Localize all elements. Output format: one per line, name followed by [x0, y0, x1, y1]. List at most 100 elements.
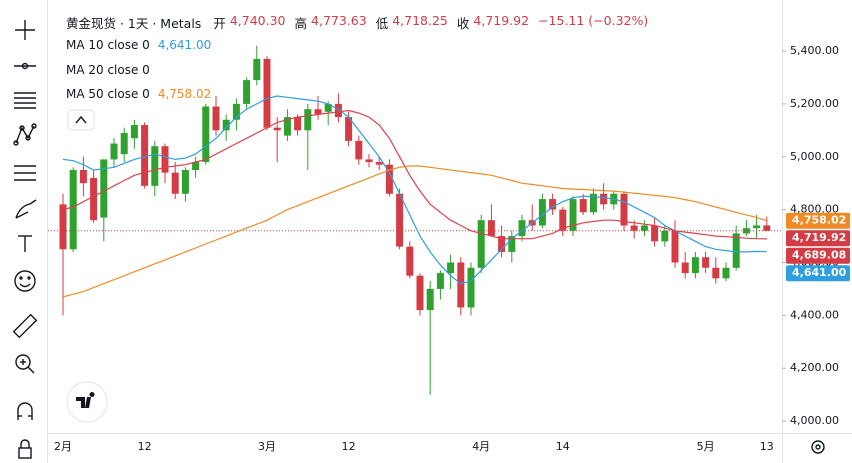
magnet-tool[interactable] [17, 402, 33, 420]
candle-body [171, 172, 179, 194]
candle-body [253, 58, 261, 81]
x-tick-label: 12 [342, 440, 356, 453]
candle-body [732, 233, 740, 268]
settings-button[interactable] [811, 440, 825, 454]
candle-body [141, 125, 149, 186]
candle-body [100, 159, 108, 218]
ma-name: MA 50 close 0 [66, 87, 150, 101]
candle-body [763, 225, 771, 231]
candle-body [671, 230, 679, 263]
symbol-title[interactable]: 黄金现货 · 1天 · Metals [66, 16, 202, 31]
candle-body [630, 225, 638, 231]
y-tick-label: 4,800.00 [790, 203, 839, 216]
brush-tool[interactable] [15, 199, 37, 219]
y-tick-label: 4,000.00 [790, 414, 839, 427]
candle-body [181, 169, 189, 194]
candle-body [345, 117, 353, 141]
candle-body [151, 146, 159, 186]
candle-body [375, 162, 383, 165]
ma-line [62, 95, 767, 285]
candle-body [314, 109, 322, 115]
ruler-tool[interactable] [12, 313, 38, 339]
x-tick-label: 14 [556, 440, 570, 453]
candle-body [487, 220, 495, 237]
price-badge [786, 265, 850, 282]
close-label: 收 [456, 16, 470, 31]
y-tick-label: 5,000.00 [790, 150, 839, 163]
prediction-tool[interactable] [14, 165, 36, 181]
open-value: 4,740.30 [229, 13, 286, 28]
candle-body [518, 220, 526, 237]
candle-body [579, 199, 587, 213]
tradingview-logo[interactable] [66, 381, 108, 423]
candle-body [447, 262, 455, 274]
price-badge-label: 4,641.00 [792, 266, 847, 279]
high-label: 高 [294, 16, 308, 31]
low-label: 低 [375, 16, 389, 31]
price-badge [786, 212, 850, 229]
open-label: 开 [213, 16, 226, 31]
candle-body [232, 103, 240, 120]
candle-body [385, 164, 393, 194]
price-badge-label: 4,758.02 [792, 214, 846, 227]
y-tick-label: 5,400.00 [790, 44, 839, 57]
price-badge-label: 4,689.08 [792, 249, 846, 262]
candle-body [722, 267, 730, 279]
ma-value: 4,641.00 [157, 38, 212, 52]
candle-body [59, 204, 67, 250]
candle-body [508, 236, 516, 252]
ma-legend-entry[interactable]: MA 20 close 0 [66, 63, 150, 77]
text-tool[interactable] [18, 235, 32, 252]
ma-name: MA 10 close 0 [66, 38, 150, 52]
candle-body [467, 267, 475, 308]
candle-body [569, 199, 577, 231]
candle-body [589, 193, 597, 213]
candle-body [355, 140, 363, 160]
lock-tool[interactable] [18, 439, 32, 459]
ma-name: MA 20 close 0 [66, 62, 150, 77]
trend-line-tool[interactable] [14, 62, 36, 70]
candle-body [365, 159, 373, 163]
candle-body [559, 209, 567, 231]
collapse-button[interactable] [67, 109, 95, 131]
price-badge [786, 247, 850, 264]
candle-body [283, 117, 291, 136]
high-value: 4,773.63 [311, 13, 367, 28]
candle-body [243, 80, 251, 104]
candle-body [436, 273, 444, 289]
ma-line [62, 165, 767, 298]
ma-legend-entry[interactable]: MA 50 close 0 4,758.02 [66, 87, 211, 101]
y-tick-label: 5,200.00 [790, 97, 839, 110]
candle-body [538, 199, 546, 226]
candle-body [130, 125, 138, 139]
ma-value: 4,758.02 [157, 87, 212, 101]
close-value: 4,719.92 [473, 13, 530, 28]
candle-body [712, 267, 720, 279]
ma-legend-entry[interactable]: MA 10 close 0 4,641.00 [66, 38, 211, 52]
toolbar [12, 20, 38, 459]
candle-body [549, 199, 557, 210]
fib-tool[interactable] [14, 92, 36, 109]
price-badge [786, 230, 850, 247]
candle-body [304, 109, 312, 131]
x-tick-label: 3月 [258, 440, 276, 453]
y-tick-label: 4,400.00 [790, 308, 839, 321]
candle-body [212, 106, 220, 131]
candle-body [120, 132, 128, 155]
candle-body [661, 230, 669, 242]
candle-body [396, 193, 404, 247]
candle-body [202, 106, 210, 163]
zoom-tool[interactable] [15, 354, 35, 374]
pattern-tool[interactable] [13, 123, 37, 146]
ma-line [62, 109, 767, 240]
header: 黄金现货 · 1天 · Metals 开 4,740.30 高 4,773.63 低… [66, 13, 653, 32]
candle-body [161, 146, 169, 173]
emoji-tool[interactable] [14, 270, 36, 292]
x-tick-label: 13 [760, 440, 774, 453]
low-value: 4,718.25 [392, 13, 448, 28]
crosshair-tool[interactable] [15, 20, 35, 40]
candle-body [263, 58, 271, 128]
candle-body [69, 169, 77, 250]
